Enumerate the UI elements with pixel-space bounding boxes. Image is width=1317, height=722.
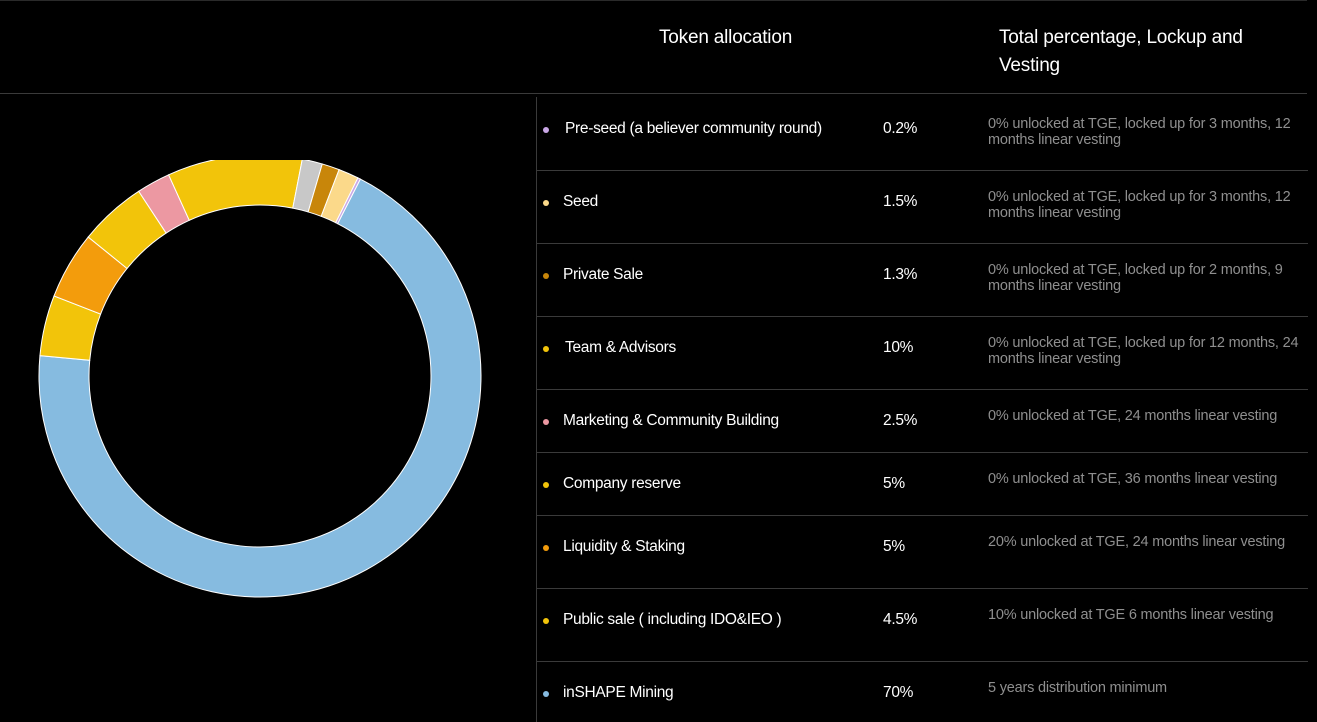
allocation-name: Team & Advisors — [565, 339, 676, 356]
allocation-name: Pre-seed (a believer community round) — [565, 120, 822, 137]
legend-dot-icon — [543, 127, 549, 133]
lockup-vesting-note: 0% unlocked at TGE, 36 months linear ves… — [988, 471, 1278, 487]
allocation-name: Private Sale — [563, 266, 643, 283]
allocation-percent: 4.5% — [883, 611, 918, 628]
allocation-name: Public sale ( including IDO&IEO ) — [563, 611, 782, 628]
header-divider — [0, 93, 1307, 94]
lockup-vesting-note: 0% unlocked at TGE, locked up for 12 mon… — [988, 335, 1299, 367]
legend-dot-icon — [543, 482, 549, 488]
table-row: Seed 1.5% 0% unlocked at TGE, locked up fo… — [537, 170, 1308, 244]
allocation-percent: 1.3% — [883, 266, 918, 283]
allocation-percent: 1.5% — [883, 193, 918, 210]
allocation-donut-chart — [38, 160, 482, 598]
table-row: Liquidity & Staking 5% 20% unlocked at TGE… — [537, 515, 1308, 589]
allocation-name: Liquidity & Staking — [563, 538, 685, 555]
allocation-name: Marketing & Community Building — [563, 412, 779, 429]
lockup-vesting-note: 20% unlocked at TGE, 24 months linear ve… — [988, 534, 1286, 550]
legend-dot-icon — [543, 200, 549, 206]
table-row: Marketing & Community Building 2.5% 0% unl… — [537, 389, 1308, 453]
allocation-percent: 0.2% — [883, 120, 918, 137]
lockup-vesting-note: 5 years distribution minimum — [988, 680, 1167, 696]
lockup-vesting-note: 0% unlocked at TGE, locked up for 2 mont… — [988, 262, 1283, 294]
lockup-vesting-note: 0% unlocked at TGE, locked up for 3 mont… — [988, 116, 1291, 148]
column-header-lockup: Total percentage, Lockup and Vesting — [999, 27, 1243, 76]
table-row: Pre-seed (a believer community round) 0.2… — [537, 97, 1308, 171]
column-header-allocation: Token allocation — [659, 27, 793, 48]
donut-slice — [167, 160, 303, 221]
legend-dot-icon — [543, 419, 549, 425]
allocation-percent: 70% — [883, 684, 914, 701]
allocation-table: Pre-seed (a believer community round) 0.2… — [536, 97, 1308, 722]
allocation-percent: 10% — [883, 339, 914, 356]
allocation-percent: 2.5% — [883, 412, 918, 429]
allocation-percent: 5% — [883, 475, 905, 492]
allocation-name: Company reserve — [563, 475, 681, 492]
lockup-vesting-note: 10% unlocked at TGE 6 months linear vest… — [988, 607, 1274, 623]
legend-dot-icon — [543, 545, 549, 551]
donut-slice — [335, 177, 362, 225]
allocation-name: inSHAPE Mining — [563, 684, 674, 701]
allocation-name: Seed — [563, 193, 598, 210]
legend-dot-icon — [543, 346, 549, 352]
donut-slice — [38, 178, 482, 598]
legend-dot-icon — [543, 273, 549, 279]
legend-dot-icon — [543, 691, 549, 697]
lockup-vesting-note: 0% unlocked at TGE, locked up for 3 mont… — [988, 189, 1291, 221]
top-divider — [0, 0, 1307, 1]
table-row: Public sale ( including IDO&IEO ) 4.5% 10%… — [537, 588, 1308, 662]
table-row: Company reserve 5% 0% unlocked at TGE, 36 … — [537, 452, 1308, 516]
lockup-vesting-note: 0% unlocked at TGE, 24 months linear ves… — [988, 408, 1278, 424]
table-row: inSHAPE Mining 70% 5 years distribution mi… — [537, 661, 1308, 722]
table-row: Private Sale 1.3% 0% unlocked at TGE, lock… — [537, 243, 1308, 317]
table-row: Team & Advisors 10% 0% unlocked at TGE, lo… — [537, 316, 1308, 390]
allocation-percent: 5% — [883, 538, 905, 555]
legend-dot-icon — [543, 618, 549, 624]
